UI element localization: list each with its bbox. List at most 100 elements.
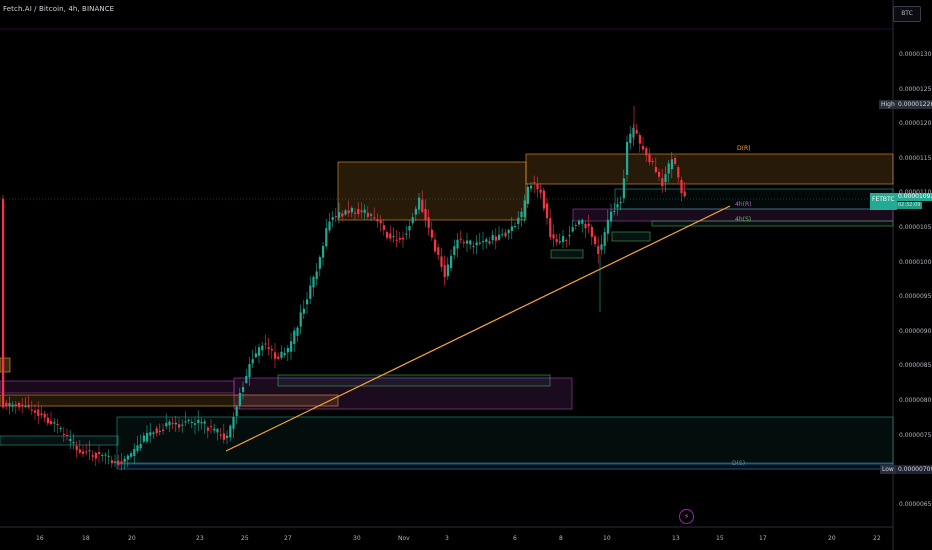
chart-title: Fetch.AI / Bitcoin, 4h, BINANCE — [3, 5, 115, 13]
candle-body — [530, 185, 533, 189]
candle-body — [680, 179, 683, 194]
candle-body — [306, 299, 309, 305]
zone-box-small-support-a — [550, 249, 584, 259]
candle-body — [674, 158, 677, 164]
candle-body — [667, 163, 670, 174]
bar-countdown: 02:32:09 — [896, 202, 923, 209]
candle-body — [242, 387, 245, 392]
currency-button[interactable]: BTC — [893, 6, 921, 22]
candle-body — [277, 356, 280, 359]
candle-body — [382, 225, 385, 230]
lightning-icon[interactable]: ⚡ — [679, 509, 694, 524]
zone-box-4h-resistance — [572, 208, 894, 222]
candle-body — [389, 233, 392, 239]
candle-body — [43, 413, 46, 418]
candle-body — [309, 285, 312, 299]
candle-body — [613, 210, 616, 212]
candle-body — [488, 241, 491, 244]
candle-body — [622, 178, 625, 199]
zone-label-low-support: D(S) — [732, 460, 746, 467]
candle-body — [168, 421, 171, 426]
candle-body — [254, 353, 257, 358]
candle-body — [232, 416, 235, 429]
candle-body — [274, 352, 277, 359]
candle-body — [501, 234, 504, 236]
zone-box-small-support-b — [611, 231, 651, 242]
candle-body — [248, 363, 251, 378]
candle-body — [194, 423, 197, 425]
candle-body — [149, 432, 152, 436]
low-label: Low — [880, 465, 896, 474]
candle-body — [174, 422, 177, 425]
candle-body — [453, 246, 456, 256]
candle-body — [46, 417, 49, 424]
candle-body — [158, 431, 161, 433]
candle-body — [568, 235, 571, 237]
candle-body — [629, 133, 632, 144]
candle-body — [651, 160, 654, 163]
candle-body — [357, 209, 360, 214]
date-tick-label: 23 — [196, 535, 204, 542]
candle-body — [376, 219, 379, 222]
candle-body — [114, 461, 117, 463]
candle-body — [69, 438, 72, 442]
candle-body — [142, 435, 145, 442]
date-tick-label: 20 — [828, 535, 836, 542]
candle-body — [533, 182, 536, 184]
candle-body — [210, 426, 213, 428]
candle-body — [104, 454, 107, 456]
candle-body — [379, 220, 382, 224]
candle-body — [162, 429, 165, 431]
candle-body — [94, 453, 97, 459]
price-tick-label: 0.00000950 — [899, 293, 932, 301]
candle-body — [392, 236, 395, 238]
date-tick-label: 3 — [445, 535, 449, 542]
candle-body — [638, 135, 641, 144]
date-tick-label: 16 — [36, 535, 44, 542]
date-tick-label: 15 — [716, 535, 724, 542]
candle-body — [18, 402, 21, 408]
candle-body — [546, 203, 549, 219]
candle-body — [110, 460, 113, 464]
candle-body — [414, 208, 417, 215]
candle-body — [120, 461, 123, 464]
candle-body — [658, 171, 661, 177]
candle-body — [261, 345, 264, 351]
candle-body — [366, 212, 369, 217]
price-tick-label: 0.00001250 — [899, 85, 932, 93]
zone-label-4h-resistance: 4h(R) — [735, 201, 752, 208]
candle-body — [229, 425, 232, 438]
candle-body — [574, 224, 577, 226]
current-price: 0.00001092 — [896, 193, 932, 201]
date-tick-label: 10 — [603, 535, 611, 542]
candle-body — [616, 204, 619, 208]
candle-body — [235, 406, 238, 416]
candle-body — [146, 432, 149, 442]
candle-body — [494, 236, 497, 241]
candle-body — [571, 227, 574, 232]
candle-body — [312, 276, 315, 288]
date-tick-label: 20 — [128, 535, 136, 542]
candle-body — [66, 435, 69, 437]
low-value: 0.00000700 — [896, 465, 932, 474]
candle-body — [344, 210, 347, 215]
price-tick-label: 0.00001300 — [899, 51, 932, 58]
candle-body — [523, 200, 526, 218]
zone-box-purple-mid — [233, 377, 573, 410]
candle-body — [126, 455, 129, 460]
candle-body — [325, 228, 328, 247]
candle-body — [78, 449, 81, 453]
candle-body — [360, 210, 363, 213]
candle-body — [206, 427, 209, 431]
candle-body — [373, 217, 376, 219]
candle-body — [610, 211, 613, 222]
candle-body — [402, 237, 405, 240]
candle-body — [226, 435, 229, 439]
candle-body — [526, 186, 529, 204]
candle-body — [165, 422, 168, 427]
candle-body — [222, 433, 225, 440]
candle-body — [50, 420, 53, 425]
candle-body — [475, 242, 478, 246]
